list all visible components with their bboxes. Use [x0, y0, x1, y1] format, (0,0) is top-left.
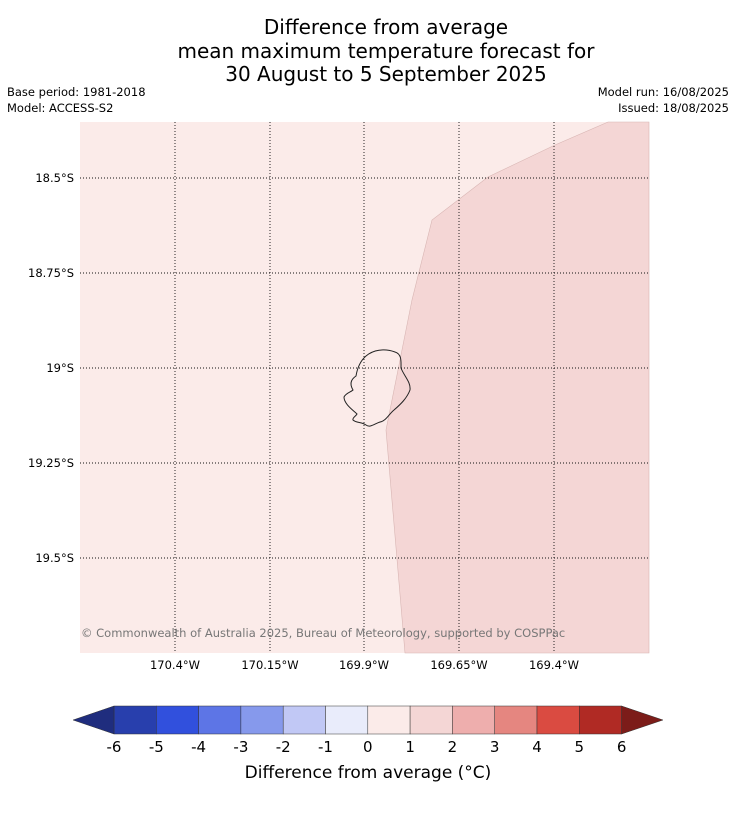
latitude-labels: 18.5°S 18.75°S 19°S 19.25°S 19.5°S	[28, 171, 74, 565]
latitude-tick-label: 19°S	[46, 361, 74, 375]
colorbar-segment	[325, 705, 369, 735]
longitude-tick-label: 169.4°W	[529, 658, 579, 672]
colorbar-segment	[579, 705, 622, 735]
graticule	[80, 122, 649, 653]
meta-right: Model run: 16/08/2025 Issued: 18/08/2025	[598, 84, 729, 116]
colorbar: -6 -5 -4 -3 -2 -1 0 1 2 3 4 5 6	[72, 705, 664, 756]
colorbar-under-arrow	[72, 705, 115, 735]
colorbar-segment	[198, 705, 242, 735]
colorbar-tick-label: 0	[363, 738, 373, 756]
longitude-tick-label: 169.9°W	[339, 658, 389, 672]
issued-text: Issued: 18/08/2025	[618, 101, 729, 115]
latitude-tick-label: 18.75°S	[28, 266, 74, 280]
colorbar-segment	[494, 705, 538, 735]
model-run-text: Model run: 16/08/2025	[597, 85, 729, 99]
longitude-labels: 170.4°W 170.15°W 169.9°W 169.65°W 169.4°W	[150, 658, 579, 672]
title-line-1: Difference from average	[263, 15, 509, 39]
colorbar-tick-label: 6	[617, 738, 627, 756]
colorbar-tick-label: 3	[490, 738, 500, 756]
colorbar-tick-label: -1	[318, 738, 333, 756]
colorbar-label: Difference from average (°C)	[244, 763, 492, 783]
colorbar-segment	[113, 705, 157, 735]
meta-left: Base period: 1981-2018 Model: ACCESS-S2	[7, 84, 146, 116]
colorbar-segment	[452, 705, 495, 735]
colorbar-tick-label: 4	[532, 738, 542, 756]
latitude-tick-label: 19.25°S	[28, 456, 74, 470]
colorbar-tick-label: -2	[276, 738, 291, 756]
colorbar-segment	[156, 705, 199, 735]
colorbar-tick-label: 2	[448, 738, 458, 756]
colorbar-segment	[367, 705, 411, 735]
colorbar-tick-label: -6	[107, 738, 122, 756]
colorbar-over-arrow	[621, 705, 664, 735]
base-period-text: Base period: 1981-2018	[7, 85, 146, 99]
colorbar-tick-label: 5	[575, 738, 585, 756]
latitude-tick-label: 19.5°S	[35, 551, 74, 565]
title-line-3: 30 August to 5 September 2025	[225, 62, 547, 86]
colorbar-segment	[536, 705, 580, 735]
colorbar-segment	[409, 705, 453, 735]
longitude-tick-label: 169.65°W	[430, 658, 487, 672]
colorbar-tick-label: 1	[405, 738, 415, 756]
longitude-tick-label: 170.15°W	[241, 658, 298, 672]
colorbar-segment	[240, 705, 284, 735]
copyright-text: © Commonwealth of Australia 2025, Bureau…	[81, 626, 566, 640]
longitude-tick-label: 170.4°W	[150, 658, 200, 672]
colorbar-tick-label: -5	[149, 738, 164, 756]
model-text: Model: ACCESS-S2	[7, 101, 114, 115]
chart-title: Difference from average mean maximum tem…	[0, 15, 736, 87]
latitude-tick-label: 18.5°S	[35, 171, 74, 185]
colorbar-tick-label: -3	[233, 738, 248, 756]
colorbar-tick-label: -4	[191, 738, 206, 756]
title-line-2: mean maximum temperature forecast for	[177, 38, 595, 63]
colorbar-segment	[282, 705, 326, 735]
anomaly-region-1-2	[385, 121, 650, 654]
